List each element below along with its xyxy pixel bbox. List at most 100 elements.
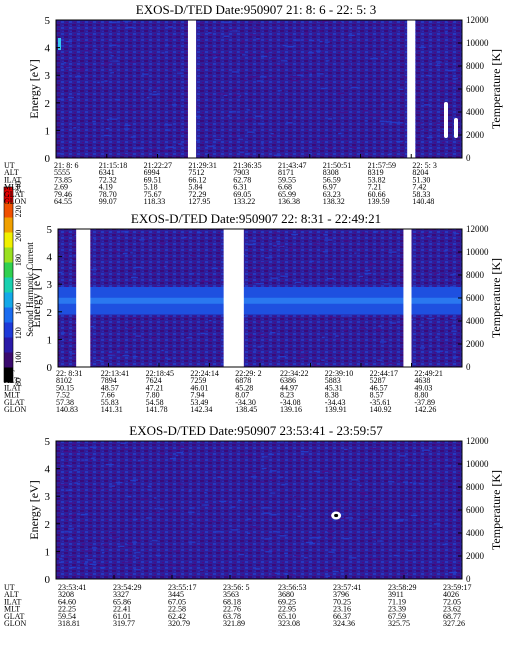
heatmap-cell xyxy=(105,463,114,466)
heatmap-cell xyxy=(196,533,203,535)
heatmap-cell xyxy=(188,273,194,275)
heatmap-cell xyxy=(316,535,320,537)
orbit-row-label: ILAT xyxy=(4,175,21,184)
heatmap-cell xyxy=(302,78,310,80)
heatmap-cell xyxy=(300,507,306,510)
panel-title: EXOS-D/TED Date:950907 22: 8:31 - 22:49:… xyxy=(131,211,381,226)
heatmap-cell xyxy=(173,550,181,552)
heatmap-cell xyxy=(87,559,93,561)
heatmap-cell xyxy=(238,553,244,556)
heatmap-cell xyxy=(359,327,366,329)
heatmap-cell xyxy=(453,233,459,235)
orbit-cell: 21:36:35 xyxy=(233,161,261,170)
heatmap-cell xyxy=(134,266,142,269)
orbit-row-label: UT xyxy=(4,369,15,378)
heatmap-cell xyxy=(399,455,406,457)
heatmap-cell xyxy=(301,458,310,460)
heatmap-cell xyxy=(89,563,97,565)
y-axis-label: Energy [eV] xyxy=(29,268,43,327)
orbit-cell: 321.89 xyxy=(223,619,245,628)
orbit-cell: 21:50:51 xyxy=(323,161,351,170)
heatmap-cell xyxy=(297,515,302,517)
heatmap-cell xyxy=(204,492,207,494)
heatmap-cell xyxy=(132,541,138,543)
heatmap-cell xyxy=(155,85,158,87)
heatmap-cell xyxy=(246,518,251,520)
orbit-cell: 72.05 xyxy=(443,597,461,606)
heatmap-cell xyxy=(122,448,129,450)
heatmap-cell xyxy=(419,347,425,349)
heatmap-cell xyxy=(276,245,284,247)
heatmap-cell xyxy=(348,557,357,559)
y-tick-label: 5 xyxy=(47,224,53,236)
orbit-cell: 7903 xyxy=(233,168,249,177)
heatmap-cell xyxy=(239,146,243,148)
heatmap-cell xyxy=(395,24,404,26)
y-tick-label: 4 xyxy=(47,252,53,264)
heatmap-cell xyxy=(348,34,355,37)
heatmap-cell xyxy=(400,338,403,340)
heatmap-cell xyxy=(165,44,169,46)
heatmap-cell xyxy=(307,52,314,54)
heatmap-cell xyxy=(269,479,275,481)
heatmap-cell xyxy=(131,336,136,338)
heatmap-cell xyxy=(270,573,275,575)
heatmap-cell xyxy=(68,528,75,530)
heatmap-cell xyxy=(145,67,150,69)
heatmap-cell xyxy=(86,34,89,37)
y-tick-label: 3 xyxy=(45,70,51,82)
heatmap-cell xyxy=(84,563,90,565)
heatmap-cell xyxy=(309,260,314,262)
orbit-cell: 7.21 xyxy=(368,183,382,192)
y2-tick-label: 0 xyxy=(466,362,471,372)
heatmap-cell xyxy=(94,48,98,51)
orbit-cell: 7259 xyxy=(190,376,206,385)
orbit-cell: 7.80 xyxy=(146,391,160,400)
heatmap-cell xyxy=(365,528,371,530)
colorbar-segment xyxy=(4,352,13,368)
orbit-row-label: ALT xyxy=(4,168,19,177)
heatmap-cell xyxy=(435,61,442,63)
heatmap-cell xyxy=(323,234,328,236)
heatmap-cell xyxy=(301,354,307,356)
heatmap-cell xyxy=(265,257,273,259)
heatmap-cell xyxy=(151,271,154,274)
heatmap-cell xyxy=(411,462,415,464)
orbit-cell: 3208 xyxy=(58,590,74,599)
heatmap-cell xyxy=(231,134,237,136)
heatmap-cell xyxy=(337,22,342,24)
heatmap-cell xyxy=(290,574,296,576)
orbit-row-label: ALT xyxy=(4,376,19,385)
heatmap-cell xyxy=(247,153,250,155)
y2-axis-label: Temperature [K] xyxy=(489,470,503,550)
heatmap-cell xyxy=(247,131,255,133)
heatmap-cell xyxy=(363,110,369,112)
heatmap-cell xyxy=(411,541,420,543)
heatmap-cell xyxy=(106,127,110,130)
heatmap-cell xyxy=(335,124,341,126)
heatmap-cell xyxy=(259,332,264,334)
heatmap-cell xyxy=(284,504,291,506)
orbit-cell: 323.08 xyxy=(278,619,300,628)
heatmap-cell xyxy=(365,269,371,272)
y-axis-label: Energy [eV] xyxy=(27,480,41,539)
orbit-cell: 21:57:59 xyxy=(368,161,396,170)
heatmap-cell xyxy=(350,86,358,89)
orbit-cell: 55.83 xyxy=(101,398,119,407)
heatmap-cell xyxy=(261,261,264,264)
heatmap-cell xyxy=(91,269,97,271)
orbit-cell: 68.77 xyxy=(443,612,461,621)
heatmap-cell xyxy=(190,255,195,257)
heatmap-cell xyxy=(316,73,324,75)
orbit-cell: 50.15 xyxy=(56,383,74,392)
heatmap-cell xyxy=(88,494,93,496)
heatmap-cell xyxy=(126,326,135,328)
orbit-table: UTALTILATMLTGLATGLON23:53:41320864.6022.… xyxy=(4,575,471,628)
heatmap-cell xyxy=(256,38,260,40)
heatmap-cell xyxy=(153,558,157,560)
heatmap-cell xyxy=(243,80,247,82)
heatmap-cell xyxy=(280,275,289,277)
heatmap-cell xyxy=(329,316,336,318)
heatmap-cell xyxy=(215,58,220,60)
